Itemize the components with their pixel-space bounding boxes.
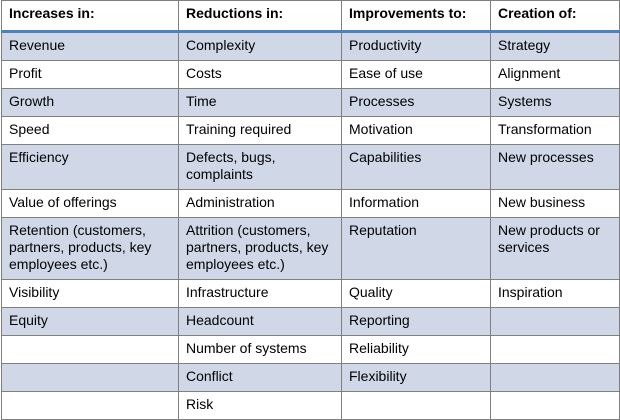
table-cell [1,391,179,420]
table-cell: Administration [178,189,342,218]
table-row: Risk [1,391,620,420]
table-row: Efficiency Defects, bugs, complaints Cap… [1,144,620,190]
table-cell: Growth [1,88,179,117]
table-cell: Infrastructure [178,279,342,308]
table-cell: Value of offerings [1,189,179,218]
table-cell: Ease of use [341,60,491,89]
table-cell: Profit [1,60,179,89]
table-cell: Risk [178,391,342,420]
table-cell: Costs [178,60,342,89]
table-cell: Quality [341,279,491,308]
table-header-row: Increases in: Reductions in: Improvement… [1,0,620,33]
table-cell: Information [341,189,491,218]
table-row: Value of offerings Administration Inform… [1,189,620,218]
table-cell: Revenue [1,31,179,61]
table-cell: New products or services [490,217,620,280]
table-cell: Reliability [341,335,491,364]
table-cell: Capabilities [341,144,491,190]
table-cell: Productivity [341,31,491,61]
column-header-improvements: Improvements to: [341,0,491,33]
table-row: Retention (customers, partners, products… [1,217,620,280]
table-cell: Headcount [178,307,342,336]
table-cell: Transformation [490,116,620,145]
table-row: Speed Training required Motivation Trans… [1,116,620,145]
table-row: Growth Time Processes Systems [1,88,620,117]
table-cell: Equity [1,307,179,336]
table-cell [1,363,179,392]
table-row: Visibility Infrastructure Quality Inspir… [1,279,620,308]
table-cell [341,391,491,420]
table-cell: Processes [341,88,491,117]
table-cell: Flexibility [341,363,491,392]
table-cell: Defects, bugs, complaints [178,144,342,190]
table-cell: Conflict [178,363,342,392]
table-cell: Retention (customers, partners, products… [1,217,179,280]
table-cell: Motivation [341,116,491,145]
table-cell: Inspiration [490,279,620,308]
table-cell: Speed [1,116,179,145]
table-row: Revenue Complexity Productivity Strategy [1,31,620,61]
table-cell: Reporting [341,307,491,336]
table-cell: Reputation [341,217,491,280]
table-cell: Visibility [1,279,179,308]
table-cell [490,335,620,364]
column-header-reductions: Reductions in: [178,0,342,33]
table-row: Equity Headcount Reporting [1,307,620,336]
table-cell: Time [178,88,342,117]
table-cell: Efficiency [1,144,179,190]
column-header-creation: Creation of: [490,0,620,33]
table-cell: New processes [490,144,620,190]
table-cell: Training required [178,116,342,145]
table-cell [1,335,179,364]
table-cell: Alignment [490,60,620,89]
table-cell: Number of systems [178,335,342,364]
table-cell: Complexity [178,31,342,61]
table-row: Conflict Flexibility [1,363,620,392]
table-cell: New business [490,189,620,218]
table-cell: Strategy [490,31,620,61]
table-cell [490,391,620,420]
column-header-increases: Increases in: [1,0,179,33]
table-cell [490,363,620,392]
table-cell [490,307,620,336]
table-row: Profit Costs Ease of use Alignment [1,60,620,89]
table-cell: Attrition (customers, partners, products… [178,217,342,280]
table-cell: Systems [490,88,620,117]
table-row: Number of systems Reliability [1,335,620,364]
